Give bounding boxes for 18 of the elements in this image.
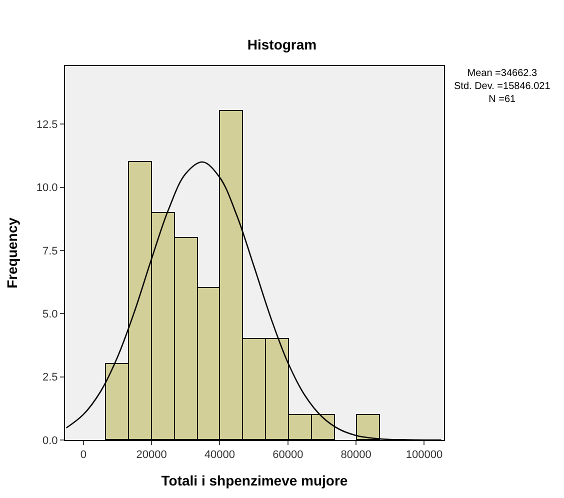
x-tick-label: 100000 <box>406 449 443 462</box>
y-tick-label: 10.0 <box>36 182 58 194</box>
x-axis-title: Totali i shpenzimeve mujore <box>161 472 348 488</box>
y-tick-label: 7.5 <box>42 245 58 258</box>
x-tick-label: 40000 <box>204 449 236 462</box>
x-tick-label: 0 <box>80 449 86 462</box>
y-tick-label: 12.5 <box>36 118 58 131</box>
y-tick-label: 2.5 <box>42 372 58 384</box>
text: Std. Dev. =15846.021 <box>454 81 551 92</box>
y-tick-label: 0.0 <box>42 434 58 447</box>
text: N =61 <box>488 94 516 105</box>
x-tick-label: 60000 <box>272 449 304 462</box>
x-tick-label: 80000 <box>340 449 372 462</box>
text: Mean =34662.3 <box>467 68 538 79</box>
x-tick-label: 20000 <box>136 449 167 462</box>
y-tick-label: 5.0 <box>42 308 58 320</box>
chart-title: Histogram <box>247 36 317 53</box>
y-axis-title: Frequency <box>4 217 20 288</box>
